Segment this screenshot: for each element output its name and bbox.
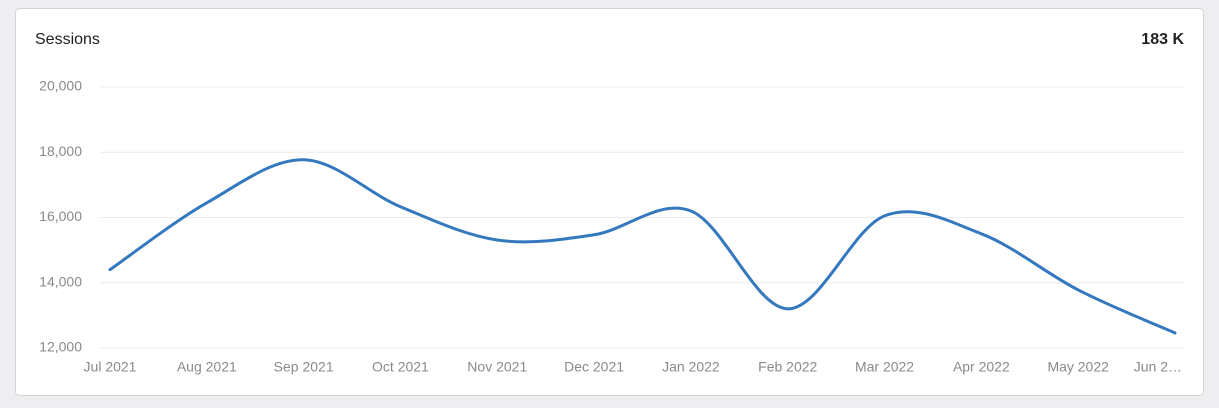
y-tick-label: 14,000 (39, 273, 82, 289)
card (15, 8, 1204, 396)
y-tick-label: 20,000 (39, 78, 82, 94)
x-tick-label: Mar 2022 (855, 359, 914, 375)
x-tick-label: May 2022 (1047, 359, 1109, 375)
x-tick-label: Feb 2022 (758, 359, 817, 375)
x-tick-label: Nov 2021 (467, 359, 527, 375)
x-tick-label: Dec 2021 (564, 359, 624, 375)
total: 183 K (1141, 31, 1184, 48)
chart-title: Sessions (35, 31, 100, 48)
x-tick-label: Jun 2… (1134, 359, 1182, 375)
y-tick-label: 16,000 (39, 208, 82, 224)
x-tick-label: Sep 2021 (274, 359, 334, 375)
x-tick-label: Apr 2022 (953, 359, 1010, 375)
y-tick-label: 18,000 (39, 143, 82, 159)
x-tick-label: Oct 2021 (372, 359, 429, 375)
y-tick-label: 12,000 (39, 339, 82, 355)
x-tick-label: Aug 2021 (177, 359, 237, 375)
line (108, 158, 1177, 335)
x-tick-label: Jul 2021 (84, 359, 137, 375)
x-tick-label: Jan 2022 (662, 359, 720, 375)
